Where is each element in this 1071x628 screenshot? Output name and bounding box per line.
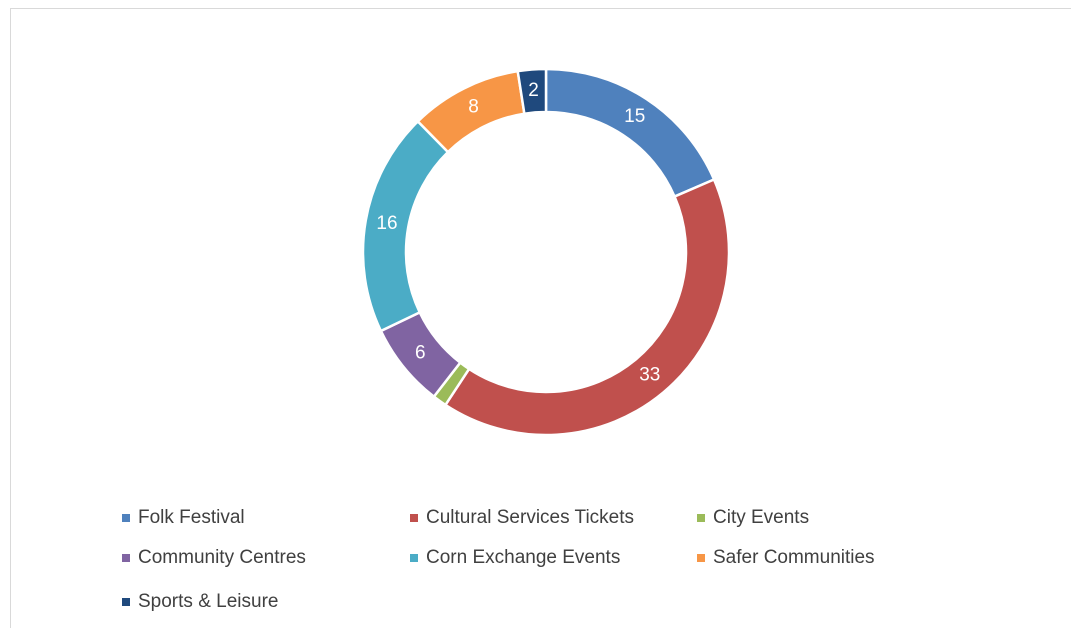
data-label: 8 (468, 97, 479, 118)
legend-label: Cultural Services Tickets (426, 507, 634, 528)
legend-label: Sports & Leisure (138, 591, 278, 612)
legend-label: Community Centres (138, 547, 306, 568)
legend-swatch (122, 554, 130, 562)
data-label: 15 (624, 106, 645, 127)
legend-swatch (122, 598, 130, 606)
legend-swatch (697, 514, 705, 522)
data-label: 6 (415, 342, 426, 363)
legend-swatch (410, 554, 418, 562)
doughnut-segment (544, 67, 716, 199)
legend-label: Corn Exchange Events (426, 547, 620, 568)
data-label: 16 (376, 213, 397, 234)
legend-label: Folk Festival (138, 507, 245, 528)
legend-swatch (122, 514, 130, 522)
doughnut-segment (516, 67, 548, 116)
doughnut-segment (443, 177, 731, 437)
legend-swatch (697, 554, 705, 562)
data-label: 33 (639, 365, 660, 386)
legend-label: Safer Communities (713, 547, 875, 568)
legend-label: City Events (713, 507, 809, 528)
data-label: 2 (528, 80, 539, 101)
legend-swatch (410, 514, 418, 522)
